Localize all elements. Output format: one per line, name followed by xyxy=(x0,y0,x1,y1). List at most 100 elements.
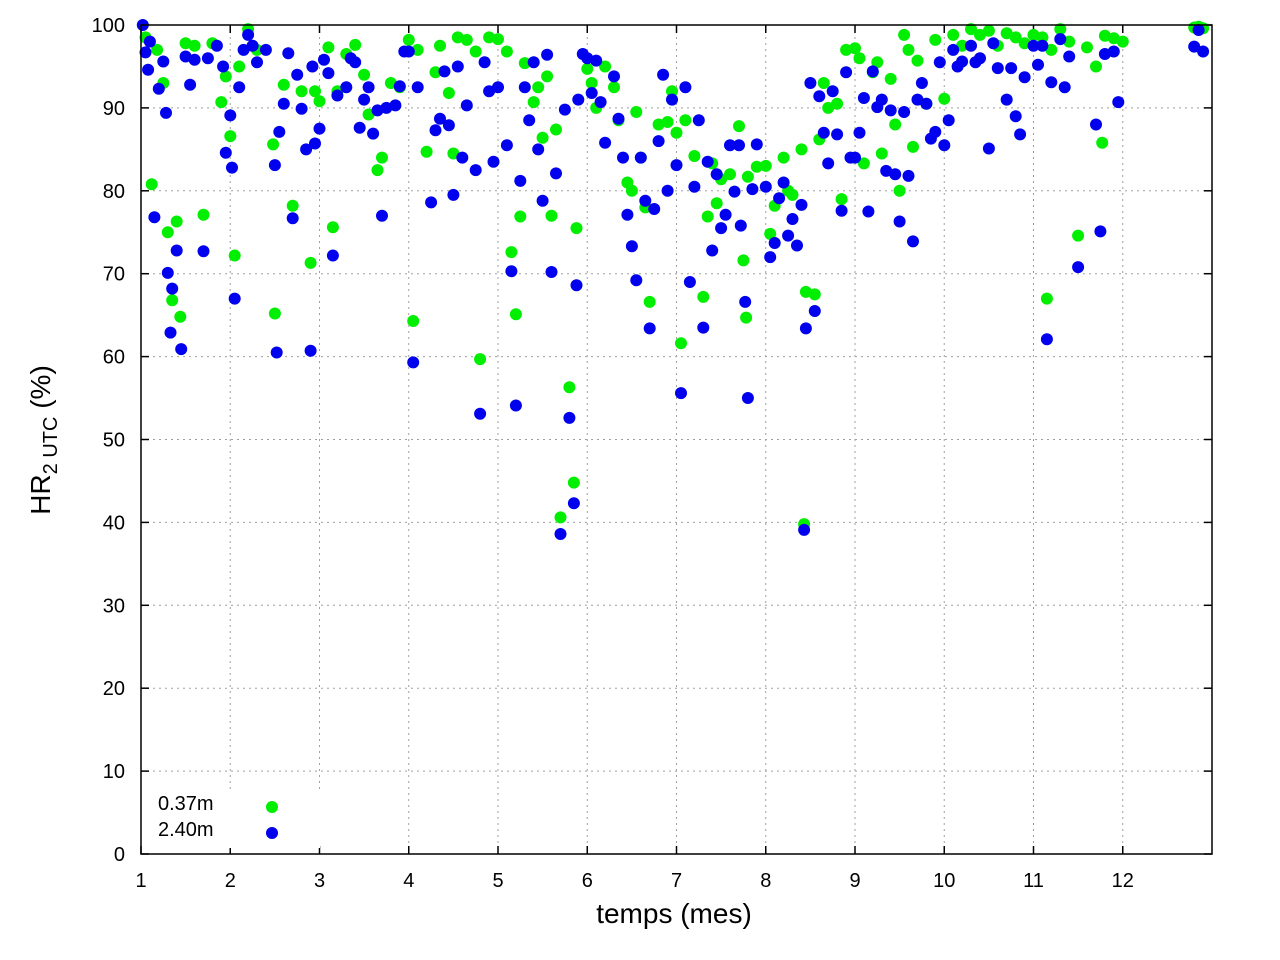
data-point xyxy=(340,81,353,94)
data-point xyxy=(219,70,232,83)
data-point xyxy=(389,99,402,112)
data-point xyxy=(407,356,420,369)
data-point xyxy=(570,279,583,292)
data-point xyxy=(594,96,607,109)
data-point xyxy=(643,322,656,335)
data-point xyxy=(268,307,281,320)
data-point xyxy=(407,315,420,327)
data-point xyxy=(585,87,598,99)
y-axis-label-base: HR xyxy=(25,474,56,514)
data-point xyxy=(326,249,339,262)
x-tick-label: 2 xyxy=(225,870,236,892)
data-point xyxy=(1072,261,1085,274)
data-point xyxy=(487,155,500,168)
data-point xyxy=(349,38,362,51)
data-point xyxy=(233,81,246,94)
x-tick-label: 11 xyxy=(1023,870,1044,892)
data-point xyxy=(741,170,754,183)
data-point xyxy=(740,311,753,324)
data-point xyxy=(170,244,183,257)
data-point xyxy=(233,60,246,73)
data-point xyxy=(675,337,687,350)
data-point xyxy=(982,142,995,155)
data-point xyxy=(268,159,281,172)
data-point xyxy=(483,85,496,98)
plot-frame xyxy=(140,24,1213,855)
data-point xyxy=(907,235,919,248)
data-point xyxy=(929,33,942,46)
data-point xyxy=(764,227,777,240)
data-point xyxy=(425,196,438,209)
data-point xyxy=(1063,50,1076,63)
data-point xyxy=(728,185,741,198)
data-point xyxy=(411,43,424,56)
data-point xyxy=(273,125,286,138)
data-point xyxy=(270,346,283,359)
data-point xyxy=(853,52,866,65)
data-point xyxy=(259,43,272,56)
data-point xyxy=(724,168,736,181)
data-point xyxy=(893,215,906,228)
data-point xyxy=(1116,35,1129,48)
data-point xyxy=(697,290,710,303)
data-point xyxy=(1045,76,1058,89)
x-tick-label: 4 xyxy=(403,870,414,892)
data-point xyxy=(353,121,366,134)
data-point xyxy=(974,28,986,41)
data-point xyxy=(509,308,522,321)
data-point xyxy=(808,305,821,317)
legend-marker-series-2 xyxy=(266,827,278,839)
data-point xyxy=(438,65,451,78)
data-point xyxy=(139,46,152,59)
data-point xyxy=(849,42,861,55)
data-point xyxy=(358,68,371,81)
y-tick-label: 100 xyxy=(92,15,125,37)
data-point xyxy=(318,53,330,66)
data-point xyxy=(304,256,317,269)
data-point xyxy=(706,244,719,257)
data-point xyxy=(786,188,799,201)
data-point xyxy=(545,209,558,222)
data-point xyxy=(902,169,915,182)
data-point xyxy=(367,127,380,140)
data-point xyxy=(429,66,442,79)
data-point xyxy=(648,203,661,215)
data-point xyxy=(286,212,299,225)
data-point xyxy=(688,150,701,162)
data-point xyxy=(764,251,777,264)
data-point xyxy=(938,92,951,105)
data-point xyxy=(938,139,951,152)
data-point xyxy=(286,199,299,212)
data-point xyxy=(313,122,326,135)
data-point xyxy=(889,168,902,181)
data-point xyxy=(679,81,692,94)
data-point xyxy=(889,118,902,131)
data-point xyxy=(469,164,482,177)
data-point xyxy=(1036,31,1049,44)
data-point xyxy=(652,135,665,148)
data-point xyxy=(808,288,821,301)
data-point xyxy=(942,114,955,127)
data-point xyxy=(536,194,549,207)
data-point xyxy=(1009,31,1022,44)
data-point xyxy=(840,66,853,79)
data-point xyxy=(666,93,678,106)
data-point xyxy=(786,213,799,225)
data-point xyxy=(143,35,156,48)
data-point xyxy=(599,60,612,73)
x-tick-label: 6 xyxy=(582,870,593,892)
series-2 xyxy=(136,19,1210,540)
data-point xyxy=(242,28,255,41)
data-point xyxy=(907,140,919,153)
data-point xyxy=(1054,33,1067,46)
data-point xyxy=(160,106,172,119)
data-point xyxy=(991,62,1004,75)
data-point xyxy=(434,39,446,52)
data-point xyxy=(322,41,335,54)
data-point xyxy=(831,128,844,141)
data-point xyxy=(734,219,747,232)
data-point xyxy=(1027,39,1040,52)
data-point xyxy=(1090,60,1102,73)
data-point xyxy=(1009,110,1022,123)
